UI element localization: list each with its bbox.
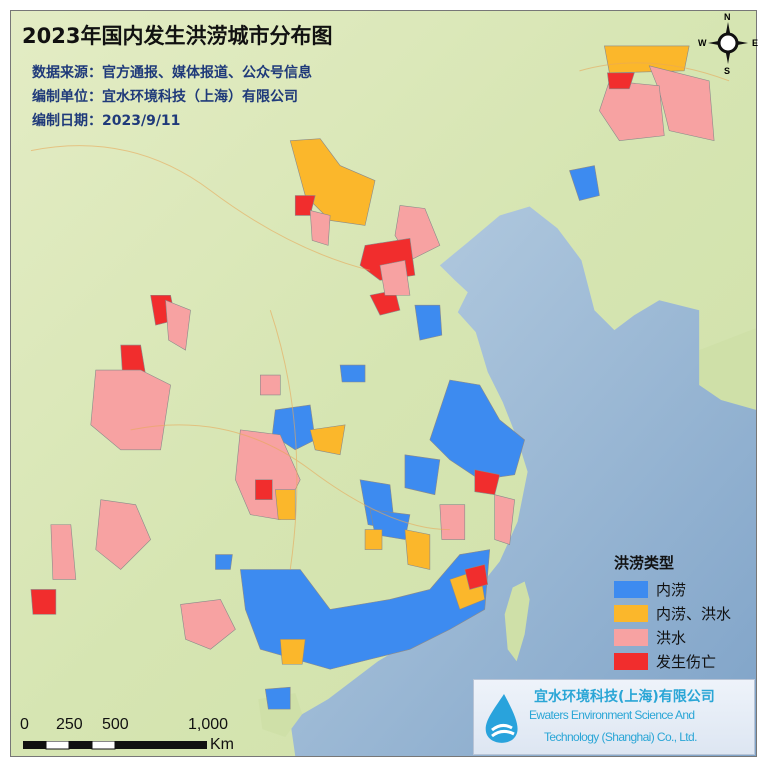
flood-region (271, 404, 316, 451)
flood-region (439, 504, 466, 540)
flood-region (165, 299, 191, 351)
flood-region (404, 454, 441, 496)
flood-region (494, 494, 515, 545)
legend: 洪涝类型 内涝内涝、洪水洪水发生伤亡 (614, 552, 731, 673)
scale-unit: Km (210, 736, 234, 753)
flood-region (260, 374, 281, 396)
water-drop-logo-icon (485, 694, 518, 743)
logo-en-2: Technology (Shanghai) Co., Ltd. (544, 730, 697, 744)
legend-label: 洪水 (656, 628, 687, 647)
legend-label: 发生伤亡 (656, 652, 717, 671)
flood-region (404, 529, 431, 570)
scale-tick-1000: 1,000 (188, 716, 229, 733)
flood-region (607, 72, 635, 90)
flood-region (339, 364, 366, 383)
legend-swatch (614, 628, 648, 646)
scale-tick-0: 0 (20, 716, 29, 733)
flood-region (90, 369, 171, 451)
flood-region (379, 259, 411, 296)
flood-region (180, 599, 236, 650)
flood-region (599, 80, 665, 141)
compass-s: S (724, 66, 731, 76)
compass-w: W (698, 38, 707, 48)
taiwan-island (504, 581, 530, 662)
flood-region (364, 529, 383, 550)
legend-label: 内涝 (656, 580, 687, 599)
data-source: 数据来源：官方通报、媒体报道、公众号信息 (32, 65, 312, 81)
flood-region (569, 165, 600, 201)
legend-label: 内涝、洪水 (656, 604, 732, 623)
flood-city-regions (30, 45, 715, 710)
flood-region (414, 304, 443, 341)
flood-region (264, 686, 291, 710)
compass-e: E (752, 38, 759, 48)
legend-title: 洪涝类型 (614, 554, 675, 572)
north-arrow-icon: N S W E (698, 12, 758, 76)
flood-region (464, 564, 489, 590)
flood-region (95, 499, 151, 570)
scale-tick-500: 500 (102, 716, 129, 733)
scale-tick-250: 250 (56, 716, 83, 733)
legend-item: 内涝、洪水 (614, 601, 731, 625)
japan-land (699, 328, 756, 410)
flood-region (255, 479, 273, 500)
map-title: 2023年国内发生洪涝城市分布图 (22, 24, 333, 48)
legend-swatch (614, 652, 648, 670)
flood-region (50, 524, 77, 580)
legend-item: 洪水 (614, 625, 731, 649)
flood-region (604, 45, 690, 74)
flood-region (429, 379, 525, 481)
flood-region (279, 639, 306, 665)
flood-region (309, 210, 331, 246)
borders (30, 62, 730, 570)
flood-region (215, 554, 233, 570)
legend-swatch (614, 580, 648, 598)
compile-date: 编制日期：2023/9/11 (32, 113, 181, 129)
logo-en-1: Ewaters Environment Science And (529, 708, 695, 722)
flood-region (274, 489, 296, 520)
compiler: 编制单位：宜水环境科技（上海）有限公司 (32, 89, 298, 105)
flood-region (309, 424, 346, 456)
compass-n: N (724, 12, 731, 22)
company-logo: 宜水环境科技(上海)有限公司 Ewaters Environment Scien… (473, 679, 755, 755)
flood-region (30, 589, 57, 615)
legend-item: 发生伤亡 (614, 649, 731, 673)
legend-item: 内涝 (614, 577, 731, 601)
legend-swatch (614, 604, 648, 622)
logo-cn: 宜水环境科技(上海)有限公司 (534, 689, 715, 705)
